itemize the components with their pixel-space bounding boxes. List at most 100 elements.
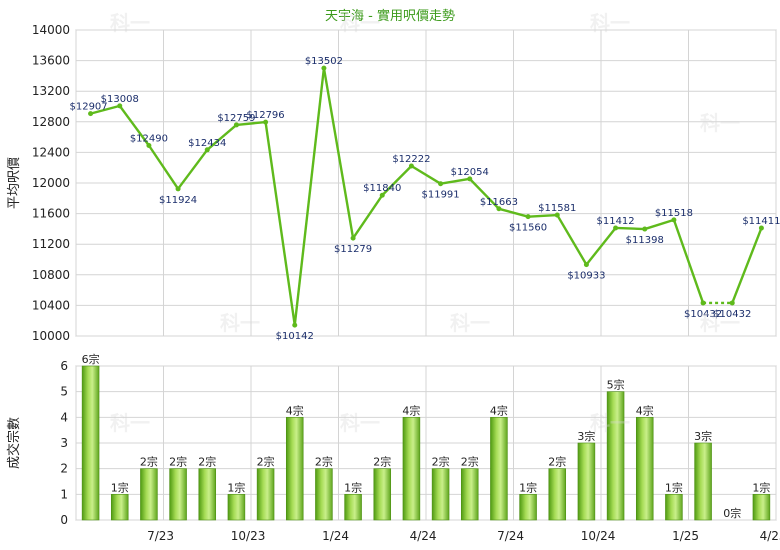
line-chart-panel: 10000 10400 10800 11200 11600 12000 12400 12800… — [7, 23, 780, 343]
line-data-label: $12434 — [188, 138, 226, 149]
line-y-tick-label: 12800 — [32, 115, 70, 129]
watermark-text: 科一 — [340, 411, 380, 435]
line-y-tick-label: 13600 — [32, 54, 70, 68]
line-series-segment — [90, 104, 121, 115]
line-data-point — [263, 119, 269, 125]
watermark-text: 科一 — [700, 311, 740, 335]
watermark-text: 科一 — [110, 411, 150, 435]
line-y-tick-label: 14000 — [32, 23, 70, 37]
bar — [490, 417, 508, 521]
bar-y-axis-title: 成交宗數 — [6, 417, 22, 469]
line-data-label: $13008 — [101, 94, 139, 105]
bar-y-tick-label: 1 — [60, 487, 68, 501]
line-data-label: $11663 — [480, 197, 518, 208]
bar-y-tick-label: 4 — [60, 410, 68, 424]
bar-x-tick-label: 4/24 — [410, 529, 437, 543]
line-series-segment — [440, 177, 470, 185]
line-data-label: $12796 — [246, 110, 284, 121]
line-data-label: $13502 — [305, 56, 343, 67]
bar-y-tick-label: 2 — [60, 462, 68, 476]
line-series-segment — [147, 144, 180, 190]
bar-y-tick-label: 3 — [60, 436, 68, 450]
bar-data-label: 0宗 — [723, 506, 741, 520]
bar-x-tick-label: 4/25 — [760, 529, 780, 543]
bar — [373, 468, 392, 521]
line-series-segment — [352, 194, 384, 239]
bar-data-label: 3宗 — [577, 429, 595, 443]
watermark-text: 科一 — [450, 311, 490, 335]
line-y-tick-label: 13200 — [32, 84, 70, 98]
bar-x-tick-label: 1/24 — [322, 529, 349, 543]
bar-data-label: 2宗 — [198, 455, 216, 469]
bar — [665, 494, 683, 521]
bar-data-label: 6宗 — [82, 352, 100, 366]
line-data-label: $11398 — [626, 235, 664, 246]
line-y-tick-label: 12400 — [32, 145, 70, 159]
line-data-label: $10432 — [713, 309, 751, 320]
bar-chart-panel: 0 1 2 3 4 5 6 成交宗數 6宗 1宗 2宗 2宗 2宗 1宗 2宗 4宗 2宗 1宗 2宗 4宗 2宗 2宗 4… — [6, 352, 780, 543]
line-series-segment — [528, 213, 558, 218]
line-series-segment — [672, 219, 705, 304]
bar — [344, 494, 362, 521]
line-series-segment — [615, 226, 645, 231]
line-data-point — [758, 225, 764, 231]
bar-x-tick-label: 10/24 — [581, 529, 616, 543]
line-data-label: $11412 — [596, 216, 634, 227]
line-series-segment — [293, 67, 326, 326]
line-data-point — [88, 111, 94, 117]
line-data-point — [496, 206, 502, 212]
bar — [752, 494, 771, 521]
line-data-label: $11840 — [363, 183, 401, 194]
bar — [315, 468, 333, 521]
watermark-text: 科一 — [700, 111, 740, 135]
bar-data-label: 4宗 — [286, 403, 304, 417]
bar-data-label: 2宗 — [140, 455, 158, 469]
line-data-label: $12759 — [217, 113, 255, 124]
bar — [198, 468, 217, 521]
line-data-label: $11991 — [421, 190, 459, 201]
bar-x-tick-label: 7/23 — [147, 529, 174, 543]
bar-x-tick-label: 10/23 — [231, 529, 266, 543]
bar — [227, 494, 246, 521]
line-data-label: $11560 — [509, 223, 547, 234]
line-data-label: $12907 — [69, 102, 107, 113]
line-data-point — [583, 262, 589, 268]
bar-data-label: 1宗 — [752, 480, 770, 494]
line-series-segment — [556, 214, 588, 266]
line-data-label: $11411 — [742, 216, 780, 227]
bar-data-label: 1宗 — [665, 480, 683, 494]
bar-data-label: 2宗 — [257, 455, 275, 469]
watermark-text: 科一 — [590, 411, 630, 435]
bar-data-label: 2宗 — [315, 455, 333, 469]
bar — [285, 417, 304, 521]
bar-data-label: 3宗 — [694, 429, 712, 443]
line-data-label: $11518 — [655, 208, 693, 219]
bar — [431, 468, 450, 521]
bar-data-label: 1宗 — [111, 480, 129, 494]
bar — [635, 417, 654, 521]
line-y-axis-title: 平均呎價 — [7, 157, 22, 209]
line-data-label: $11924 — [159, 195, 197, 206]
line-data-label: $10432 — [684, 309, 722, 320]
line-series-segment — [731, 227, 763, 304]
line-y-tick-label: 11200 — [32, 237, 70, 251]
bar — [81, 365, 100, 521]
line-series-segment — [410, 164, 442, 185]
line-data-point — [117, 103, 123, 109]
line-series-segment — [206, 124, 238, 151]
bar — [140, 468, 158, 521]
line-data-point — [438, 181, 444, 187]
line-y-tick-label: 10800 — [32, 268, 70, 282]
bar-x-tick-label: 7/24 — [497, 529, 524, 543]
line-data-label: $10142 — [276, 331, 314, 342]
watermark-text: 科一 — [220, 311, 260, 335]
line-data-point — [408, 163, 414, 169]
line-data-label: $12490 — [130, 134, 168, 145]
bar-data-label: 4宗 — [402, 403, 420, 417]
line-data-point — [700, 300, 706, 306]
line-data-point — [175, 186, 181, 192]
line-data-point — [233, 122, 239, 128]
line-series-segment — [644, 218, 675, 231]
line-data-label: $11279 — [334, 244, 372, 255]
